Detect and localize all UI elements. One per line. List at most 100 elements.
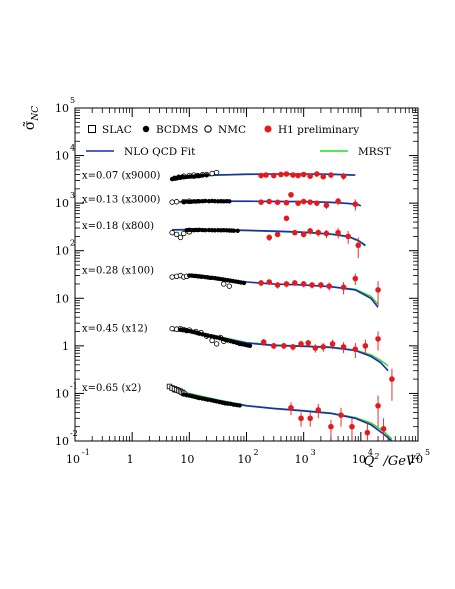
h1-point (300, 198, 307, 205)
x-label-sup: 2 (373, 452, 379, 461)
h1-point (260, 339, 267, 345)
x-tick-exponent: 2 (254, 448, 259, 457)
h1-point (288, 404, 294, 411)
bcdms-point (206, 198, 212, 204)
y-tick-label: 1 (62, 340, 69, 353)
y-tick-label: 10 (55, 150, 69, 163)
h1-point (295, 172, 301, 179)
h1-point (362, 343, 369, 349)
h1-point (315, 229, 322, 236)
mrst-curve (172, 274, 379, 305)
h1-point (274, 231, 281, 238)
nmc-point (169, 199, 175, 205)
h1-point (295, 200, 301, 206)
y-tick-label: 10 (55, 387, 69, 400)
h1-point (309, 282, 315, 288)
nmc-point (181, 230, 187, 237)
y-tick-exponent: 5 (70, 96, 75, 105)
y-tick-label: 10 (55, 102, 69, 115)
legend-marker-h1 (264, 125, 272, 133)
bcdms-point (178, 327, 183, 332)
h1-point (323, 202, 330, 209)
y-tick-exponent: 3 (70, 191, 75, 200)
y-label-sub: NC (31, 106, 41, 122)
bin-label: x=0.28 (x100) (82, 266, 154, 277)
y-tick-label: 10 (55, 197, 69, 210)
legend-item: H1 preliminary (264, 124, 359, 136)
h1-point (298, 341, 304, 347)
y-axis-label: σ̃NC (22, 106, 41, 130)
h1-point (263, 172, 269, 178)
x-label-q: Q (364, 454, 375, 469)
y-tick-label: 10 (55, 292, 69, 305)
h1-point (328, 423, 334, 430)
h1-point (266, 279, 273, 285)
h1-point (312, 345, 319, 351)
h1-point (323, 230, 330, 237)
nmc-point (169, 325, 175, 332)
x-tick-label: 10 (238, 453, 252, 466)
h1-point (270, 343, 277, 349)
bcdms-point (203, 227, 208, 233)
legend-item: SLAC (88, 124, 132, 136)
x-tick-exponent: 4 (368, 448, 373, 457)
mrst-curve (171, 388, 393, 440)
x-tick-exponent: 5 (425, 448, 430, 457)
h1-point (290, 172, 296, 178)
nmc-point (226, 283, 232, 289)
nmc-point (173, 231, 180, 238)
y-tick-label: 10 (55, 435, 69, 448)
h1-point (326, 283, 333, 289)
nmc-point (169, 229, 175, 236)
h1-point (338, 412, 344, 418)
bcdms-point (227, 199, 232, 204)
h1-point (340, 344, 347, 350)
h1-point (315, 407, 322, 413)
x-tick-exponent: -1 (82, 448, 90, 457)
bcdms-point (247, 343, 253, 349)
h1-point (335, 198, 341, 204)
h1-point (283, 171, 290, 177)
y-tick-exponent: -2 (70, 429, 78, 438)
bin-label: x=0.45 (x12) (82, 324, 148, 335)
legend-label: NLO QCD Fit (124, 146, 196, 158)
h1-point (305, 340, 311, 346)
legend-item: MRST (320, 146, 391, 158)
h1-point (329, 341, 336, 347)
legend-item: NLO QCD Fit (86, 146, 196, 158)
h1-point (290, 344, 296, 350)
bcdms-point (235, 228, 240, 234)
bin-labels: x=0.07 (x9000) x=0.13 (x3000) x=0.18 (x800… (82, 171, 160, 394)
h1-point (307, 199, 313, 205)
h1-point (375, 402, 381, 409)
bcdms-point (241, 280, 247, 286)
legend-item: NMC (204, 124, 246, 136)
h1-point (292, 229, 298, 236)
x-tick-label: 10 (66, 453, 80, 466)
h1-point (300, 281, 307, 287)
axis-ticks: 10-11 10 10210310410510-210-11101021031041… (55, 96, 430, 466)
legend: SLAC BCDMS NMC H1 preliminary NLO QCD Fit MRS… (86, 124, 391, 158)
bin-label: x=0.07 (x9000) (82, 171, 160, 182)
h1-point (355, 242, 362, 249)
h1-point (298, 415, 304, 422)
bin-label: x=0.13 (x3000) (82, 194, 160, 205)
h1-point (258, 280, 264, 286)
h1-point (375, 287, 381, 293)
bcdms-point (197, 199, 202, 204)
data-points (166, 169, 395, 441)
h1-point (345, 233, 351, 240)
h1-point (352, 275, 359, 282)
h1-point (389, 376, 395, 382)
bin-label: x=0.18 (x800) (82, 221, 154, 232)
bcdms-point (200, 173, 205, 178)
h1-point (328, 172, 334, 178)
h1-point (266, 198, 273, 205)
legend-label: NMC (218, 124, 246, 136)
y-label-sigma: σ̃ (22, 120, 38, 130)
h1-point (292, 280, 298, 286)
nmc-point (213, 169, 220, 176)
bcdms-point (203, 198, 208, 204)
h1-point (274, 199, 281, 206)
